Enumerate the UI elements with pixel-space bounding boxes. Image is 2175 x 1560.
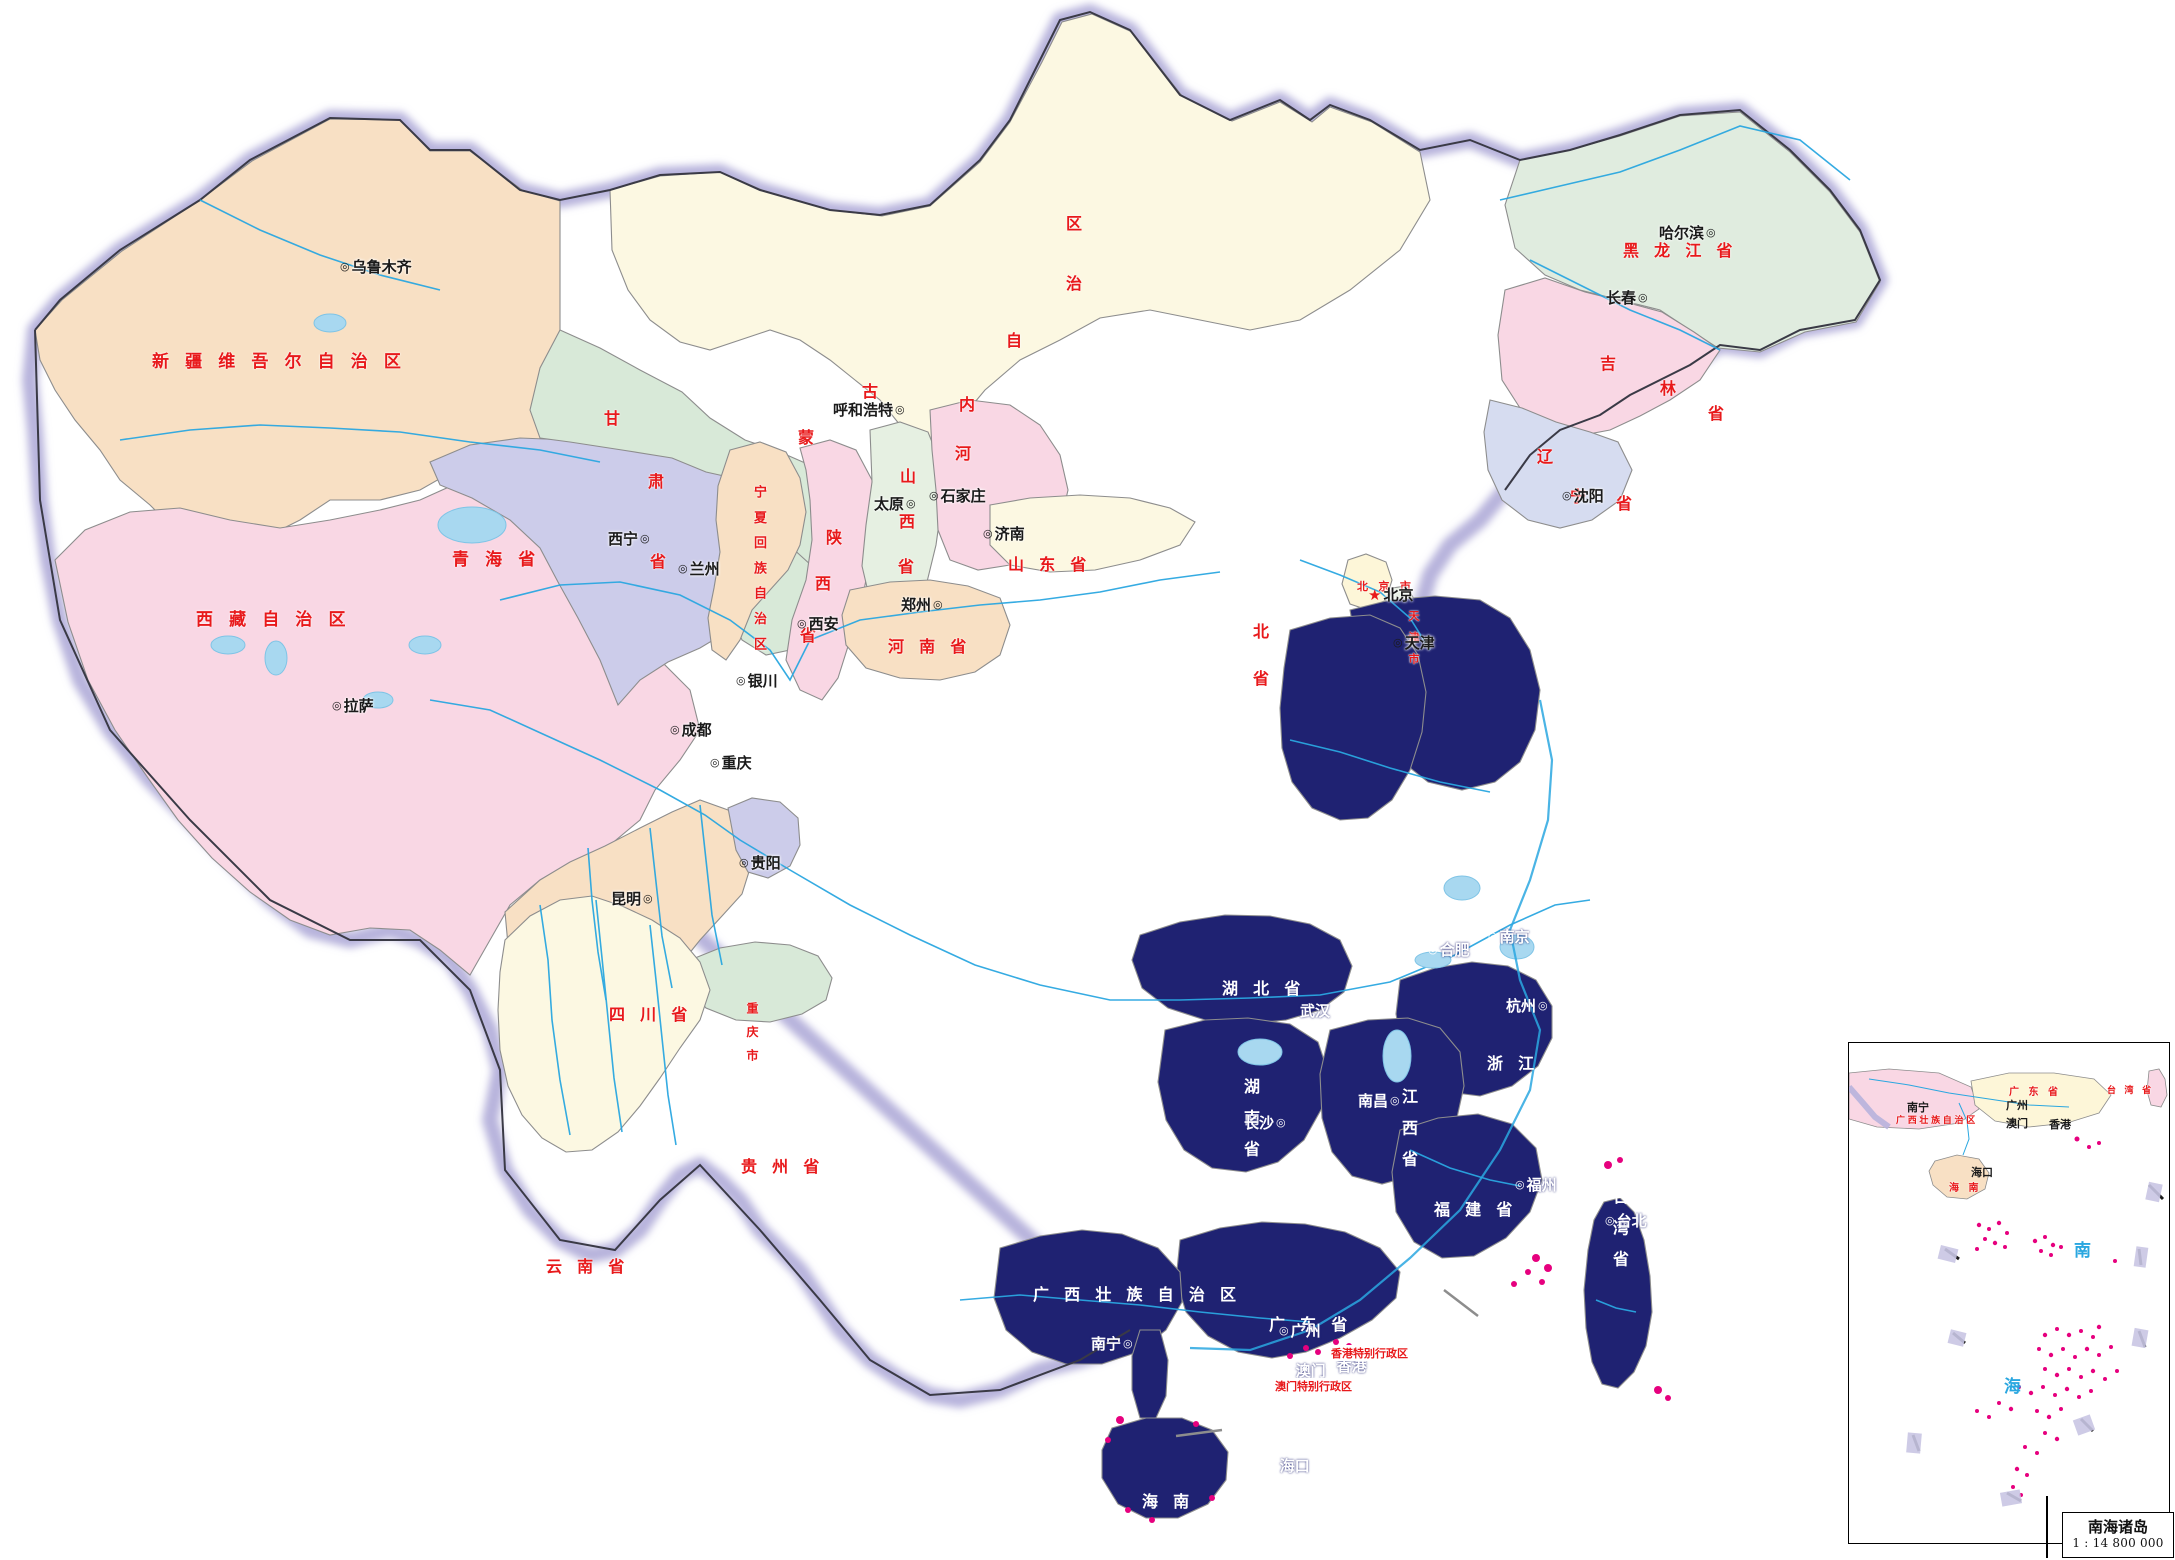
inset-scale-bracket — [2046, 1496, 2066, 1558]
river-yunnan-2 — [595, 899, 623, 1133]
inset-hainan-shape — [1928, 1154, 1990, 1200]
river-yellow — [499, 571, 1221, 682]
lake-tibet-2 — [264, 640, 288, 676]
province-shape-liaoning — [1483, 399, 1633, 529]
province-shape-xizang — [54, 481, 701, 976]
province-shape-guizhou — [687, 941, 833, 1023]
province-shape-fujian — [1391, 1113, 1543, 1259]
river-heilong — [1499, 125, 1851, 201]
river-pearl — [959, 1294, 1311, 1323]
demarcation-ticks — [1175, 1289, 1479, 1438]
lake-bositeng — [313, 313, 347, 333]
province-shape-guangdong — [1175, 1221, 1401, 1359]
province-shape-leizhou — [1131, 1329, 1169, 1419]
inset-scale-text: 1 : 14 800 000 — [2072, 1535, 2164, 1550]
river-sichuan-2 — [649, 827, 673, 989]
inset-rivers — [1868, 1078, 2070, 1156]
river-songhua — [1529, 259, 1721, 351]
province-fills-normal — [34, 13, 1881, 1153]
lake-tibet-3 — [408, 635, 442, 655]
river-bohai-in — [1299, 559, 1431, 651]
province-shape-hainan — [1101, 1417, 1229, 1519]
province-shape-beijing — [1341, 553, 1393, 611]
coast-ribbon — [1189, 699, 1554, 1352]
inset-map-south-china-sea: 南海南宁 广州 澳门 香港 海口广 东 省广西壮族自治区海 南台 湾 省 — [1848, 1042, 2170, 1544]
lake-taihu — [1499, 934, 1535, 960]
lake-hongze — [1443, 875, 1481, 901]
lake-dongting — [1237, 1038, 1283, 1066]
river-fujian — [1409, 1149, 1521, 1187]
province-shape-hubei — [1131, 914, 1353, 1025]
province-shape-hunan — [1157, 1017, 1329, 1173]
inset-island-dots — [1975, 1136, 2119, 1497]
national-border-line — [34, 10, 1882, 1397]
river-yunnan-1 — [539, 904, 571, 1136]
lake-qinghai — [437, 506, 507, 544]
province-shape-neimenggu — [609, 13, 1431, 441]
province-shape-henan — [841, 579, 1011, 681]
inset-scale-box: 南海诸岛 1 : 14 800 000 — [2062, 1512, 2174, 1558]
province-shape-chongqing — [727, 797, 801, 879]
islet-dots — [1105, 1157, 1671, 1523]
river-yunnan-3 — [649, 924, 677, 1146]
province-shape-ningxia — [707, 441, 807, 661]
province-shape-yunnan — [497, 895, 711, 1153]
river-xinjiang-n — [199, 199, 441, 291]
lake-namco — [210, 635, 246, 655]
river-sichuan-1 — [587, 847, 607, 1001]
province-shape-heilongjiang — [1504, 111, 1881, 353]
province-shape-taiwan — [1583, 1197, 1653, 1389]
river-tarim — [119, 424, 601, 463]
river-huai — [1289, 739, 1491, 793]
inset-canvas — [1849, 1068, 2168, 1507]
province-shape-shaanxi — [785, 439, 877, 701]
inset-halo — [1849, 1085, 1891, 1130]
lakes — [210, 313, 1535, 1083]
inset-guangdong-shape — [1970, 1072, 2112, 1128]
inset-guangxi-shape — [1849, 1068, 1980, 1130]
river-taiwan — [1595, 1299, 1637, 1313]
lake-tibet-4 — [362, 691, 394, 709]
inset-maritime-tick-fills — [1906, 1181, 2163, 1507]
province-shape-guangxi — [993, 1229, 1183, 1365]
lake-chaohu — [1414, 951, 1452, 969]
inset-taiwan-shape — [2146, 1068, 2168, 1108]
river-sichuan-3 — [699, 804, 723, 966]
province-shape-jilin — [1497, 277, 1721, 437]
inset-title: 南海诸岛 — [2087, 1518, 2148, 1537]
province-fills-highlighted — [993, 595, 1653, 1519]
province-shape-shandong — [989, 494, 1196, 573]
province-shape-anhui — [1279, 614, 1427, 821]
lake-poyang — [1382, 1029, 1412, 1083]
